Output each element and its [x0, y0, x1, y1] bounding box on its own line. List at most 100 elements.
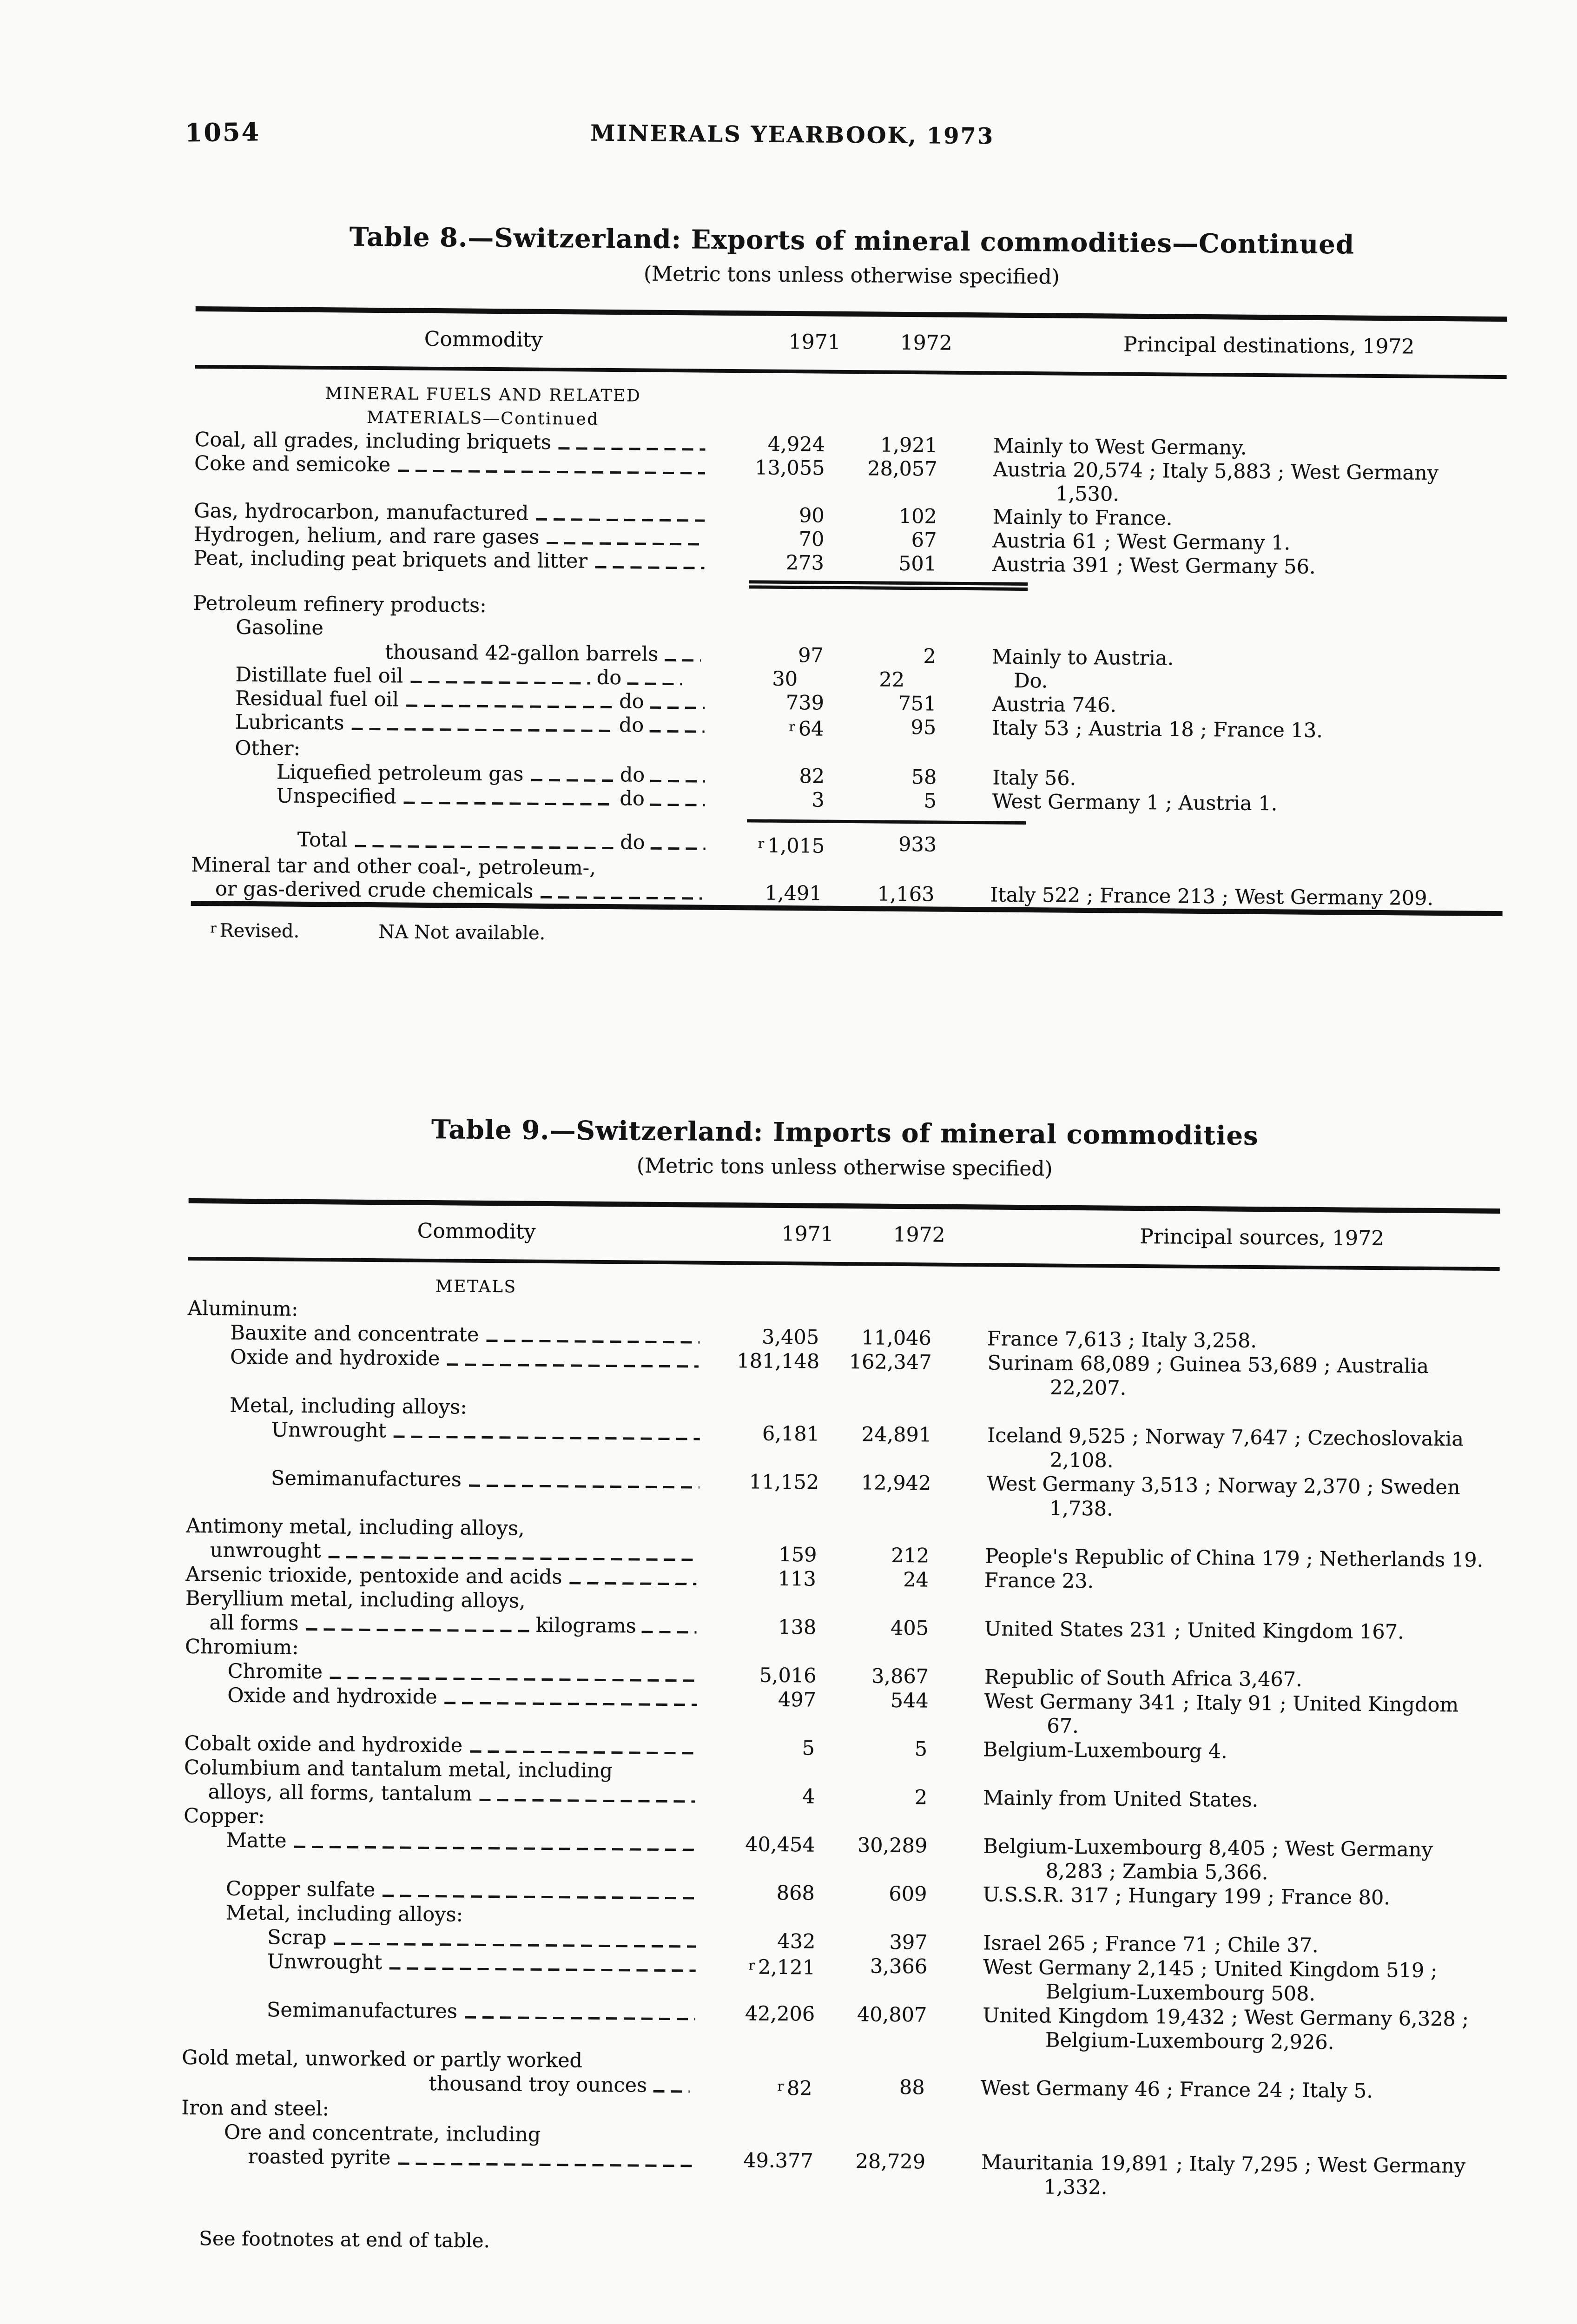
destination-cell: Do. [1013, 669, 1048, 693]
value-1971-cell: 497 [735, 1687, 817, 1712]
value-text: 90 [798, 504, 825, 528]
numeric-columns-double-rule [749, 580, 1028, 591]
column-header-1971: 1971 [788, 330, 841, 354]
dash-leader [470, 1750, 695, 1755]
revised-marker: r [210, 920, 217, 936]
dash-leader [355, 845, 614, 850]
value-text: 273 [785, 551, 825, 575]
destination-cell: France 7,613 ; Italy 3,258. [987, 1327, 1257, 1353]
value-1971-cell: 30 [720, 667, 798, 691]
commodity-cell: thousand 42-gallon barrels [193, 639, 742, 667]
destination-cell: West Germany 2,145 ; United Kingdom 519 … [983, 1955, 1438, 2006]
commodity-cell: Liquefied petroleum gas do [192, 760, 744, 788]
commodity-cell: Matte [184, 1828, 734, 1856]
dash-leader [650, 779, 706, 783]
value-1972-cell: 1,163 [822, 882, 934, 907]
commodity-label: Hydrogen, helium, and rare gases [193, 522, 540, 549]
value-text: 6,181 [762, 1422, 820, 1446]
commodity-label: Unwrought [267, 1950, 383, 1974]
dash-leader [406, 704, 613, 709]
commodity-cell: unwrought [186, 1538, 736, 1566]
value-1971-cell: 159 [735, 1542, 817, 1567]
page-content: 1054 MINERALS YEARBOOK, 1973 Table 8.—Sw… [180, 117, 1509, 2260]
commodity-label: Unwrought [271, 1418, 387, 1443]
see-footnotes-note: See footnotes at end of table. [198, 2227, 490, 2252]
value-text: 497 [778, 1688, 817, 1712]
table8-title: Table 8.—Switzerland: Exports of mineral… [349, 221, 1355, 260]
value-1972-cell: 24,891 [819, 1422, 932, 1447]
column-header-1971: 1971 [781, 1221, 834, 1246]
value-1971-cell: 42,206 [733, 2001, 815, 2026]
unit-text: kilograms [535, 1613, 637, 1638]
destination-cell: Belgium-Luxembourg 4. [983, 1738, 1227, 1763]
dash-leader [649, 706, 705, 709]
destination-cell: Mainly to Austria. [991, 645, 1174, 670]
value-1972-cell: 22 [798, 667, 904, 692]
value-1971-cell: 138 [735, 1615, 817, 1639]
value-text: 95 [911, 716, 937, 739]
commodity-cell: Peat, including peat briquets and litter [193, 547, 742, 574]
value-text: 30 [772, 667, 798, 691]
value-text: 40,454 [745, 1833, 815, 1857]
dash-leader [665, 659, 701, 662]
unit-of-measure-label: thousand 42-gallon barrels [385, 640, 659, 666]
destination-cell: United States 231 ; United Kingdom 167. [984, 1617, 1404, 1644]
value-text: 3 [812, 788, 825, 812]
value-text: 42,206 [745, 2002, 815, 2026]
destination-cell: Mainly to West Germany. [993, 434, 1247, 460]
value-1971-cell: 1,491 [740, 881, 822, 905]
value-1972-cell: 95 [824, 715, 936, 740]
value-1972-cell: 28,729 [813, 2149, 926, 2174]
commodity-cell: or gas-derived crude chemicals [191, 877, 741, 905]
commodity-cell: alloys, all forms, tantalum [184, 1780, 733, 1808]
commodity-cell: Residual fuel oil do [192, 687, 743, 714]
value-text: 162,347 [849, 1350, 932, 1374]
value-1971-cell: 13,055 [743, 456, 825, 480]
value-1971-cell: 3,405 [738, 1325, 819, 1349]
value-text: 212 [891, 1544, 930, 1568]
destination-cell: France 23. [984, 1569, 1094, 1593]
value-text: 11,046 [861, 1326, 932, 1350]
commodity-cell: roasted pyrite [181, 2144, 732, 2172]
table9-rows: METALS Aluminum: Bauxite and concentrate 3,… [181, 1261, 1500, 2203]
commodity-label: Oxide and hydroxide [230, 1345, 440, 1371]
value-text: 1,163 [877, 882, 935, 906]
value-text: 64 [798, 717, 824, 741]
destination-cell: Mauritania 19,891 ; Italy 7,295 ; West G… [981, 2151, 1466, 2199]
value-1971-cell: 40,454 [733, 1832, 815, 1857]
commodity-cell: Coal, all grades, including briquets [194, 428, 743, 456]
dash-leader [641, 1631, 697, 1634]
commodity-cell: Unspecified do [191, 784, 743, 812]
value-1971-cell: 5 [733, 1736, 815, 1760]
destination-cell: West Germany 1 ; Austria 1. [992, 790, 1278, 816]
value-1972-cell: 397 [815, 1930, 928, 1955]
value-1971-cell: 113 [734, 1566, 816, 1591]
dash-leader [536, 518, 705, 522]
value-text: 67 [911, 528, 937, 552]
value-1972-cell: 67 [824, 528, 937, 553]
value-text: 97 [798, 644, 824, 667]
column-header-destinations: Principal destinations, 1972 [1123, 332, 1415, 359]
table8-subtitle: (Metric tons unless otherwise specified) [643, 262, 1060, 289]
dash-leader [650, 847, 706, 850]
unit-text: do [620, 763, 645, 787]
destination-cell: West Germany 341 ; Italy 91 ; United Kin… [984, 1690, 1459, 1738]
value-1971-cell: r 2,121 [734, 1953, 815, 1980]
footnote-revised: Revised. [219, 920, 300, 942]
value-text: 432 [777, 1929, 816, 1954]
column-header-sources: Principal sources, 1972 [1140, 1225, 1385, 1251]
commodity-label: Lubricants [235, 710, 344, 735]
dash-leader [351, 727, 613, 733]
destination-cell: Italy 53 ; Austria 18 ; France 13. [992, 716, 1323, 743]
commodity-cell: Oxide and hydroxide [187, 1345, 737, 1373]
table9-subtitle: (Metric tons unless otherwise specified) [636, 1154, 1053, 1181]
dash-leader [294, 1845, 696, 1851]
destination-cell: United Kingdom 19,432 ; West Germany 6,3… [983, 2004, 1469, 2054]
commodity-cell: Arsenic trioxide, pentoxide and acids [185, 1562, 734, 1591]
dash-leader [410, 680, 590, 685]
value-1972-cell: 212 [817, 1543, 929, 1568]
value-text: 88 [899, 2075, 925, 2100]
value-1971-cell: r 1,015 [743, 832, 825, 858]
value-text: 1,015 [767, 834, 825, 858]
value-text: 102 [898, 504, 937, 528]
